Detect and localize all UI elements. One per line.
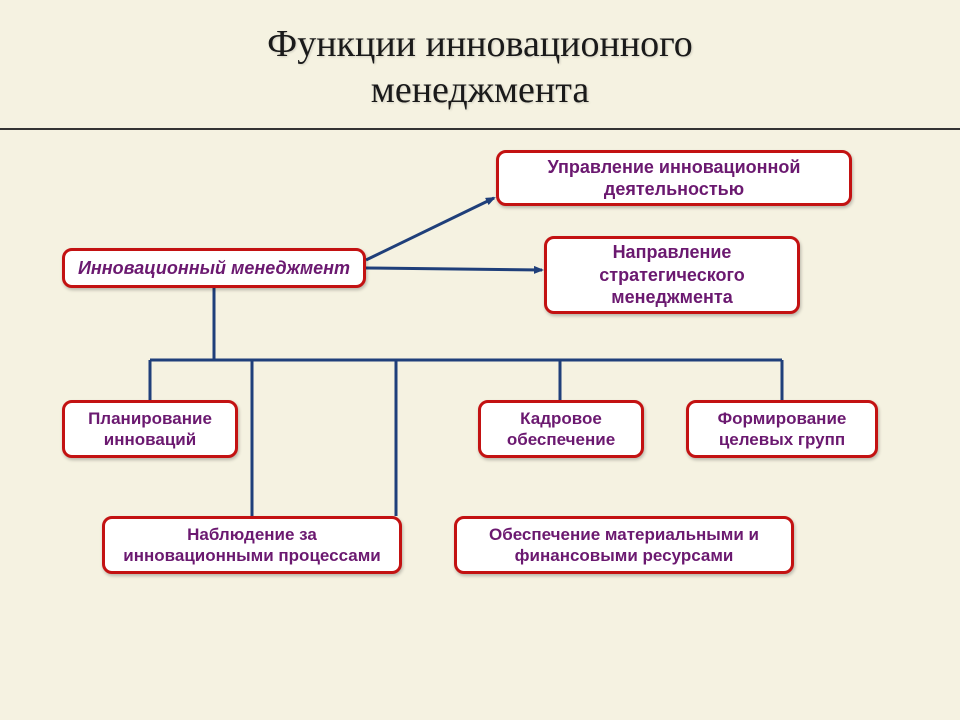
node-strategic-label: Направление стратегического менеджмента xyxy=(557,241,787,309)
node-root: Инновационный менеджмент xyxy=(62,248,366,288)
node-activity: Управление инновационной деятельностью xyxy=(496,150,852,206)
node-target-label: Формирование целевых групп xyxy=(699,408,865,451)
page-title: Функции инновационногоменеджмента xyxy=(0,22,960,113)
node-resources-label: Обеспечение материальными и финансовыми … xyxy=(467,524,781,567)
node-strategic: Направление стратегического менеджмента xyxy=(544,236,800,314)
node-root-label: Инновационный менеджмент xyxy=(78,257,350,280)
title-rule xyxy=(0,128,960,130)
node-observe-label: Наблюдение за инновационными процессами xyxy=(115,524,389,567)
node-hr: Кадровое обеспечение xyxy=(478,400,644,458)
node-resources: Обеспечение материальными и финансовыми … xyxy=(454,516,794,574)
node-target: Формирование целевых групп xyxy=(686,400,878,458)
node-activity-label: Управление инновационной деятельностью xyxy=(509,156,839,201)
node-observe: Наблюдение за инновационными процессами xyxy=(102,516,402,574)
node-planning-label: Планирование инноваций xyxy=(75,408,225,451)
node-hr-label: Кадровое обеспечение xyxy=(491,408,631,451)
node-planning: Планирование инноваций xyxy=(62,400,238,458)
